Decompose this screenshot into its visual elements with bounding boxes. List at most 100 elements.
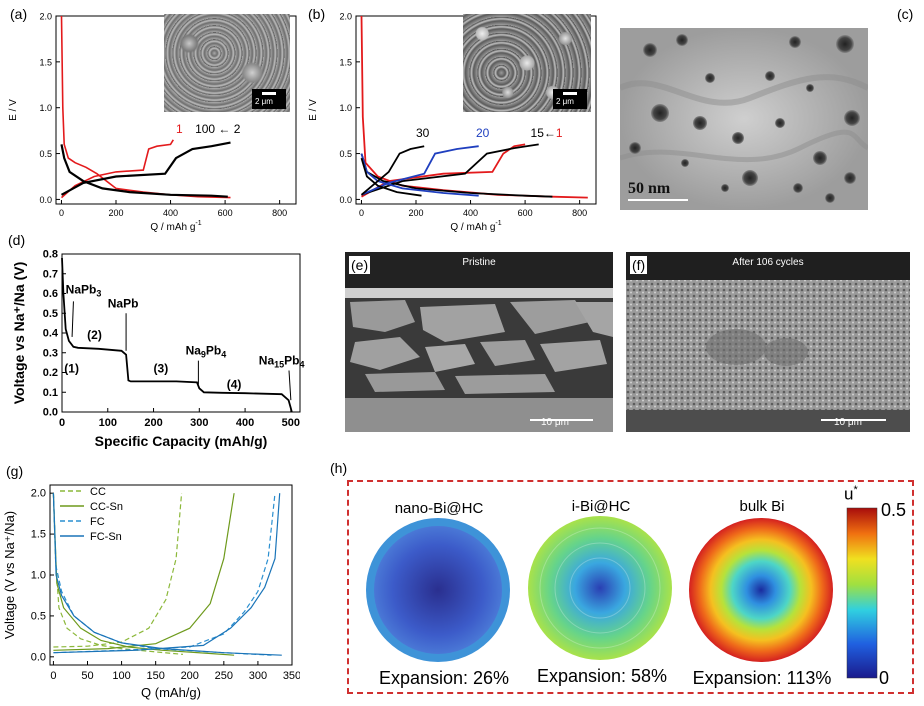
legend-label: FC-Sn xyxy=(90,531,122,543)
step-label: (2) xyxy=(87,328,102,342)
x-axis-label: Q / mAh g-1 xyxy=(150,220,201,233)
y-tick-label: 0.3 xyxy=(43,347,58,359)
x-tick-label: 400 xyxy=(463,208,478,218)
y-tick-label: 2.0 xyxy=(31,488,46,500)
x-tick-label: 250 xyxy=(215,670,233,682)
series-line-discharge xyxy=(360,157,422,197)
phase-text: Pb xyxy=(206,344,221,358)
phase-text: NaPb xyxy=(108,296,139,310)
y-axis-label: E / V xyxy=(308,99,319,121)
annotation-cycle-20: 20 xyxy=(476,126,490,140)
phase-text: Na xyxy=(259,354,275,368)
annotation-cycle-1: 1 xyxy=(556,126,563,140)
i-bi-hc-title: i-Bi@HC xyxy=(571,498,631,515)
x-axis-label: Specific Capacity (mAh/g) xyxy=(95,433,268,449)
colorbar-max: 0.5 xyxy=(881,500,907,520)
series-line-charge xyxy=(60,141,231,196)
panel-h-frame: nano-Bi@HC i-Bi@HC bulk Bi Expansion: 26… xyxy=(347,480,914,694)
x-tick-label: 150 xyxy=(146,670,164,682)
x-tick-label: 0 xyxy=(359,208,364,218)
phase-text: Pb xyxy=(284,354,299,368)
annotation-cycle-15: 15←1 xyxy=(531,126,563,140)
sem-title: After 106 cycles xyxy=(732,257,804,268)
panel-b-label: (b) xyxy=(308,6,326,22)
phase-label-napb: NaPb xyxy=(108,296,139,310)
expansion-maps xyxy=(366,507,878,679)
x-tick-label: 0 xyxy=(59,208,64,218)
colorbar-min: 0 xyxy=(879,668,890,688)
series-line-discharge xyxy=(52,493,282,656)
subscript: 9 xyxy=(201,350,206,360)
plot-frame xyxy=(49,484,293,666)
annotation-cycle-30: 30 xyxy=(416,126,430,140)
x-tick-label: 500 xyxy=(282,417,300,429)
x-tick-label: 50 xyxy=(81,670,93,682)
x-tick-label: 0 xyxy=(59,417,65,429)
legend-label: CC xyxy=(90,486,106,498)
sem-image-e: Pristine 10 μm (e) xyxy=(345,252,613,432)
annotation-arrow: ← xyxy=(544,126,556,140)
chart-d: 0 100 200 300 400 500 0.0 0.1 0.2 0.3 0.4 0.5 0.6 0.7… xyxy=(11,249,305,450)
sem-f-graphic xyxy=(626,252,910,432)
y-axis-label: E / V xyxy=(8,99,19,121)
subscript: 15 xyxy=(274,360,284,370)
phase-text: NaPb xyxy=(66,283,97,297)
series-line-discharge xyxy=(60,144,228,198)
colorbar-label-text: u xyxy=(844,484,854,504)
series-line-charge xyxy=(53,493,235,651)
bulk-bi-title: bulk Bi xyxy=(739,498,785,515)
x-axis-label: Q / mAh g-1 xyxy=(450,220,501,233)
series-line-charge xyxy=(53,493,281,654)
x-tick-label: 600 xyxy=(518,208,533,218)
chart-g: 0 50 100 150 200 250 300 350 0.0 0.5 1.0 1.5 2.0 Q (m… xyxy=(2,484,300,700)
y-axis-label: Voltage (V vs Na⁺/Na) xyxy=(2,511,17,639)
step-label: (3) xyxy=(154,362,169,376)
annotation-cycle-1: 1 xyxy=(176,122,183,136)
phase-label-na15pb4: Na15Pb4 xyxy=(259,354,305,370)
panel-e-label: (e) xyxy=(349,256,371,274)
series-line-charge xyxy=(53,493,183,648)
series-line-charge xyxy=(360,145,425,196)
y-tick-label: 0.2 xyxy=(43,367,58,379)
scalebar-label: 50 nm xyxy=(628,180,671,197)
series-line-charge xyxy=(361,143,539,196)
nano-bi-hc-map xyxy=(374,526,502,654)
scalebar-line xyxy=(563,92,577,95)
subscript: 3 xyxy=(96,289,101,299)
phase-arrow xyxy=(71,301,74,337)
x-tick-label: 200 xyxy=(144,417,162,429)
panel-c-label: (c) xyxy=(897,6,914,22)
sem-inset-a: 2 μm xyxy=(164,14,290,112)
scalebar-label: 10 μm xyxy=(834,417,862,428)
colorbar-label: u* xyxy=(844,484,858,505)
y-tick-label: 0.7 xyxy=(43,268,58,280)
y-tick-label: 2.0 xyxy=(39,12,52,22)
panel-g-label: (g) xyxy=(6,463,24,479)
sem-e-graphic xyxy=(345,252,613,432)
sem-inset-b: 2 μm xyxy=(463,14,591,112)
tem-image-c: 50 nm xyxy=(620,28,868,210)
bulk-bi-map xyxy=(689,518,833,662)
phase-label-napb3: NaPb3 xyxy=(66,283,102,299)
phase-label-na9pb4: Na9Pb4 xyxy=(186,344,227,360)
scalebar-box: 2 μm xyxy=(252,89,286,109)
x-tick-label: 300 xyxy=(249,670,267,682)
scalebar-box: 2 μm xyxy=(553,89,587,109)
phase-text: Na xyxy=(186,344,202,358)
series-line-charge xyxy=(361,145,479,196)
series-line xyxy=(61,257,293,413)
i-bi-hc-map xyxy=(528,516,672,660)
panel-f-label: (f) xyxy=(630,256,648,274)
series-line-charge xyxy=(53,493,276,654)
scalebar-label: 10 μm xyxy=(541,417,569,428)
y-tick-label: 0.1 xyxy=(43,387,58,399)
x-tick-label: 600 xyxy=(218,208,233,218)
sem-image-f: After 106 cycles 10 μm (f) xyxy=(626,252,910,432)
x-axis-label-sup: -1 xyxy=(195,220,201,227)
scalebar-label: 2 μm xyxy=(556,97,574,106)
sem-title: Pristine xyxy=(462,257,496,268)
chart-b: 0 200 400 600 800 0.0 0.5 1.0 1.5 2.0 Q / mAh g-1 E… xyxy=(308,12,597,233)
y-axis-label: Voltage vs Na⁺/Na (V) xyxy=(11,262,27,405)
y-tick-label: 1.0 xyxy=(39,103,52,113)
phase-arrow xyxy=(288,370,292,401)
